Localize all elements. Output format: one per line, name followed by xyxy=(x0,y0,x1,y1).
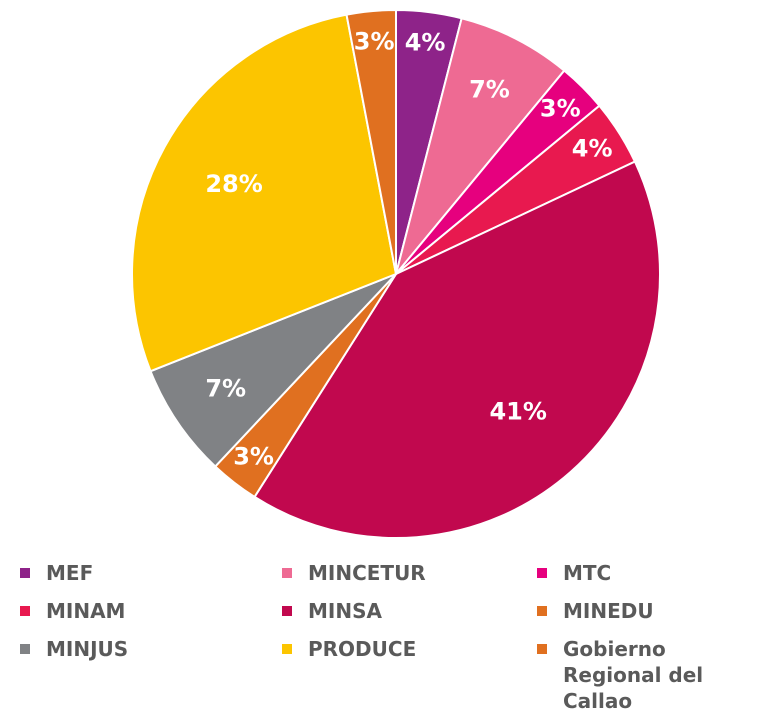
pie-slice xyxy=(149,273,397,468)
legend-swatch xyxy=(282,606,292,616)
legend-label: PRODUCE xyxy=(308,637,417,661)
legend-swatch xyxy=(20,568,30,578)
chart: 4% 7% 3% 4% 41% 3% 7% 28% 3% xyxy=(131,8,661,539)
data-label: 41% xyxy=(489,398,546,426)
data-label: 4% xyxy=(572,135,613,163)
legend-item: MINAM xyxy=(14,598,276,624)
legend-item: MEF xyxy=(14,560,276,586)
data-label: 3% xyxy=(354,28,395,56)
pie-slice xyxy=(131,13,398,373)
data-label: 3% xyxy=(233,443,274,471)
legend-label: MTC xyxy=(563,561,612,585)
legend-item: MINSA xyxy=(276,598,531,624)
legend-label: MINCETUR xyxy=(308,561,426,585)
legend-label: MINEDU xyxy=(563,599,654,623)
legend-label: MINSA xyxy=(308,599,382,623)
legend-label: Gobierno Regional del Callao xyxy=(563,637,704,713)
legend-swatch xyxy=(20,606,30,616)
data-label: 7% xyxy=(205,375,246,403)
pie-slice xyxy=(345,8,397,275)
legend-item: MINJUS xyxy=(14,636,276,714)
pie-slice xyxy=(253,160,661,539)
legend-swatch xyxy=(537,606,547,616)
data-label: 4% xyxy=(405,29,446,57)
legend-item: MINCETUR xyxy=(276,560,531,586)
legend-item: Gobierno Regional del Callao xyxy=(531,636,774,714)
legend-item: PRODUCE xyxy=(276,636,531,714)
legend: MEF MINCETUR MTC MINAM MINSA MINEDU MINJUS PROD… xyxy=(14,560,774,714)
data-label: 28% xyxy=(205,170,262,198)
pie-slice xyxy=(395,17,566,275)
page: {"chart_data": {"type": "pie", "categori… xyxy=(20,8,704,713)
legend-swatch xyxy=(282,568,292,578)
legend-swatch xyxy=(20,644,30,654)
legend-swatch xyxy=(537,568,547,578)
legend-swatch xyxy=(282,644,292,654)
legend-swatch xyxy=(537,644,547,654)
legend-label: MINAM xyxy=(46,599,126,623)
data-label: 7% xyxy=(469,76,510,104)
legend-item: MINEDU xyxy=(531,598,774,624)
legend-label: MINJUS xyxy=(46,637,129,661)
legend-item: MTC xyxy=(531,560,774,586)
legend-label: MEF xyxy=(46,561,94,585)
data-label: 3% xyxy=(540,95,581,123)
